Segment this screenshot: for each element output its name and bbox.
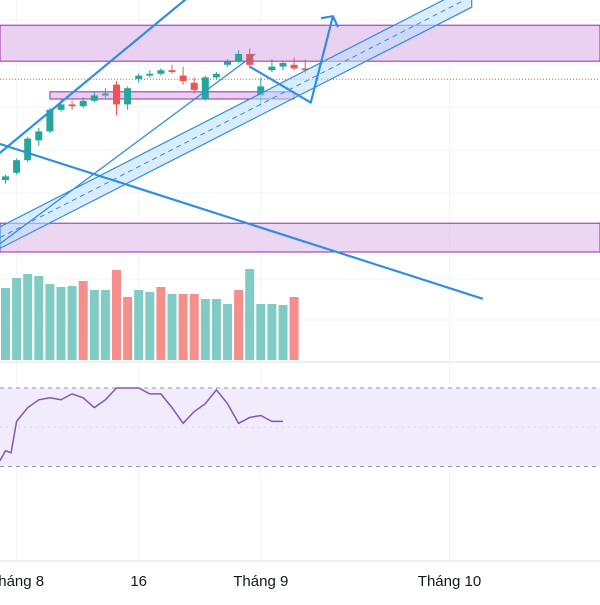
projection-arrow-head <box>320 15 339 28</box>
volume-bar <box>45 284 55 360</box>
volume-bar <box>234 290 244 360</box>
rsi-line <box>0 387 283 461</box>
volume-bar <box>89 290 99 360</box>
candle-body <box>212 73 220 78</box>
uptrend-line-outer[interactable] <box>0 0 272 162</box>
candle-body <box>146 73 154 76</box>
uptrend-line-inner[interactable] <box>0 53 256 252</box>
volume-bar <box>256 304 266 360</box>
drawing-tools[interactable] <box>0 0 600 300</box>
channel-midline <box>0 0 466 239</box>
volume-bar <box>134 290 144 360</box>
projection-arrow-path[interactable] <box>249 15 335 104</box>
resistance-zone[interactable] <box>0 24 600 62</box>
candle-body <box>24 138 32 161</box>
candle-body <box>46 109 54 132</box>
volume-bar <box>178 294 188 360</box>
candle-body <box>68 104 76 107</box>
candle-body <box>235 54 243 62</box>
ascending-channel[interactable] <box>0 0 473 250</box>
candle-body <box>257 86 265 96</box>
volume-bar <box>23 274 33 360</box>
volume-bar <box>289 297 299 360</box>
candle-body <box>35 131 43 141</box>
candle-body <box>90 95 98 101</box>
candle-body <box>135 75 143 80</box>
volume-bar <box>12 278 22 360</box>
volume-bar <box>278 305 288 360</box>
candle-body <box>168 70 176 72</box>
candle-body <box>79 100 87 107</box>
time-axis-label: 16 <box>130 573 147 590</box>
zones-layer <box>0 24 600 253</box>
candle-body <box>268 66 276 71</box>
candle-body <box>190 82 198 90</box>
volume-bar <box>145 292 155 360</box>
volume-bar <box>100 290 110 360</box>
downtrend-line[interactable] <box>0 140 484 300</box>
volume-bar <box>211 299 221 360</box>
candle-body <box>2 176 9 180</box>
candle-body <box>113 84 120 105</box>
volume-bar <box>245 269 255 360</box>
rsi-panel <box>0 387 600 467</box>
volume-bar <box>223 304 232 360</box>
volume-bar <box>34 276 44 360</box>
volume-bar <box>167 294 177 360</box>
candle-body <box>279 63 287 67</box>
time-axis-label: Tháng 8 <box>0 573 44 590</box>
time-axis-label: Tháng 10 <box>418 573 481 590</box>
time-axis-label: Tháng 9 <box>233 573 288 590</box>
volume-bar <box>78 281 88 360</box>
candle-body <box>246 54 254 65</box>
volume-bar <box>156 287 166 360</box>
volume-bar <box>112 270 121 360</box>
volume-bar <box>123 297 133 360</box>
candle-body <box>290 64 298 69</box>
volume-bar <box>189 294 199 360</box>
candle-body <box>124 88 132 105</box>
candle-body <box>301 68 309 71</box>
candle-body <box>224 61 231 65</box>
candle-body <box>201 77 209 99</box>
candle-body <box>157 70 165 74</box>
time-axis: Tháng 8 16 Tháng 9 Tháng 10 <box>0 560 600 590</box>
candle-body <box>101 93 109 96</box>
support-zone[interactable] <box>0 222 600 253</box>
volume-bar <box>67 286 77 360</box>
volume-bar <box>56 287 66 360</box>
candle-body <box>179 75 187 81</box>
right-edge-trendline[interactable] <box>583 0 600 7</box>
volume-bars <box>1 269 299 360</box>
volume-bar <box>267 304 277 360</box>
candle-body <box>13 160 21 173</box>
volume-bar <box>200 299 210 360</box>
volume-bar <box>1 288 10 360</box>
candle-body <box>57 104 65 110</box>
